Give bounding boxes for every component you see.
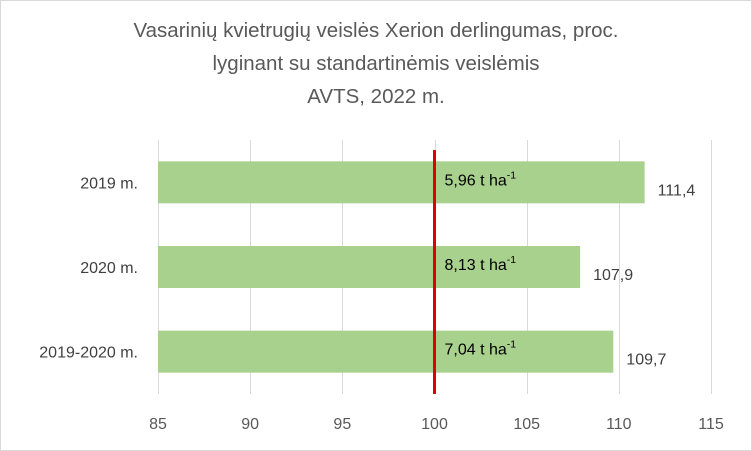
yield-label: 8,13 t ha-1 — [445, 254, 517, 274]
chart-title-line-1: Vasarinių kvietrugių veislės Xerion derl… — [133, 19, 619, 42]
yield-label: 5,96 t ha-1 — [445, 169, 517, 189]
x-tick-label: 85 — [149, 416, 167, 433]
bar — [158, 246, 581, 288]
x-tick-label: 90 — [241, 416, 259, 433]
yield-label: 7,04 t ha-1 — [445, 339, 517, 359]
x-tick-label: 95 — [333, 416, 351, 433]
x-tick-label: 100 — [421, 416, 448, 433]
chart-title: Vasarinių kvietrugių veislės Xerion derl… — [0, 14, 752, 113]
chart-title-line-3: AVTS, 2022 m. — [307, 85, 445, 108]
x-tick-label: 110 — [606, 416, 632, 433]
value-label: 111,4 — [658, 182, 696, 199]
chart-title-line-2: lyginant su standartinėmis veislėmis — [212, 52, 540, 75]
x-tick-label: 115 — [698, 416, 724, 433]
bar — [158, 330, 614, 373]
value-label: 107,9 — [593, 267, 633, 284]
category-label: 2019 m. — [80, 175, 138, 192]
bar — [158, 161, 645, 204]
category-label: 2020 m. — [80, 260, 138, 277]
category-label: 2019-2020 m. — [39, 345, 138, 362]
value-label: 109,7 — [626, 352, 666, 369]
x-tick-label: 105 — [513, 416, 540, 433]
